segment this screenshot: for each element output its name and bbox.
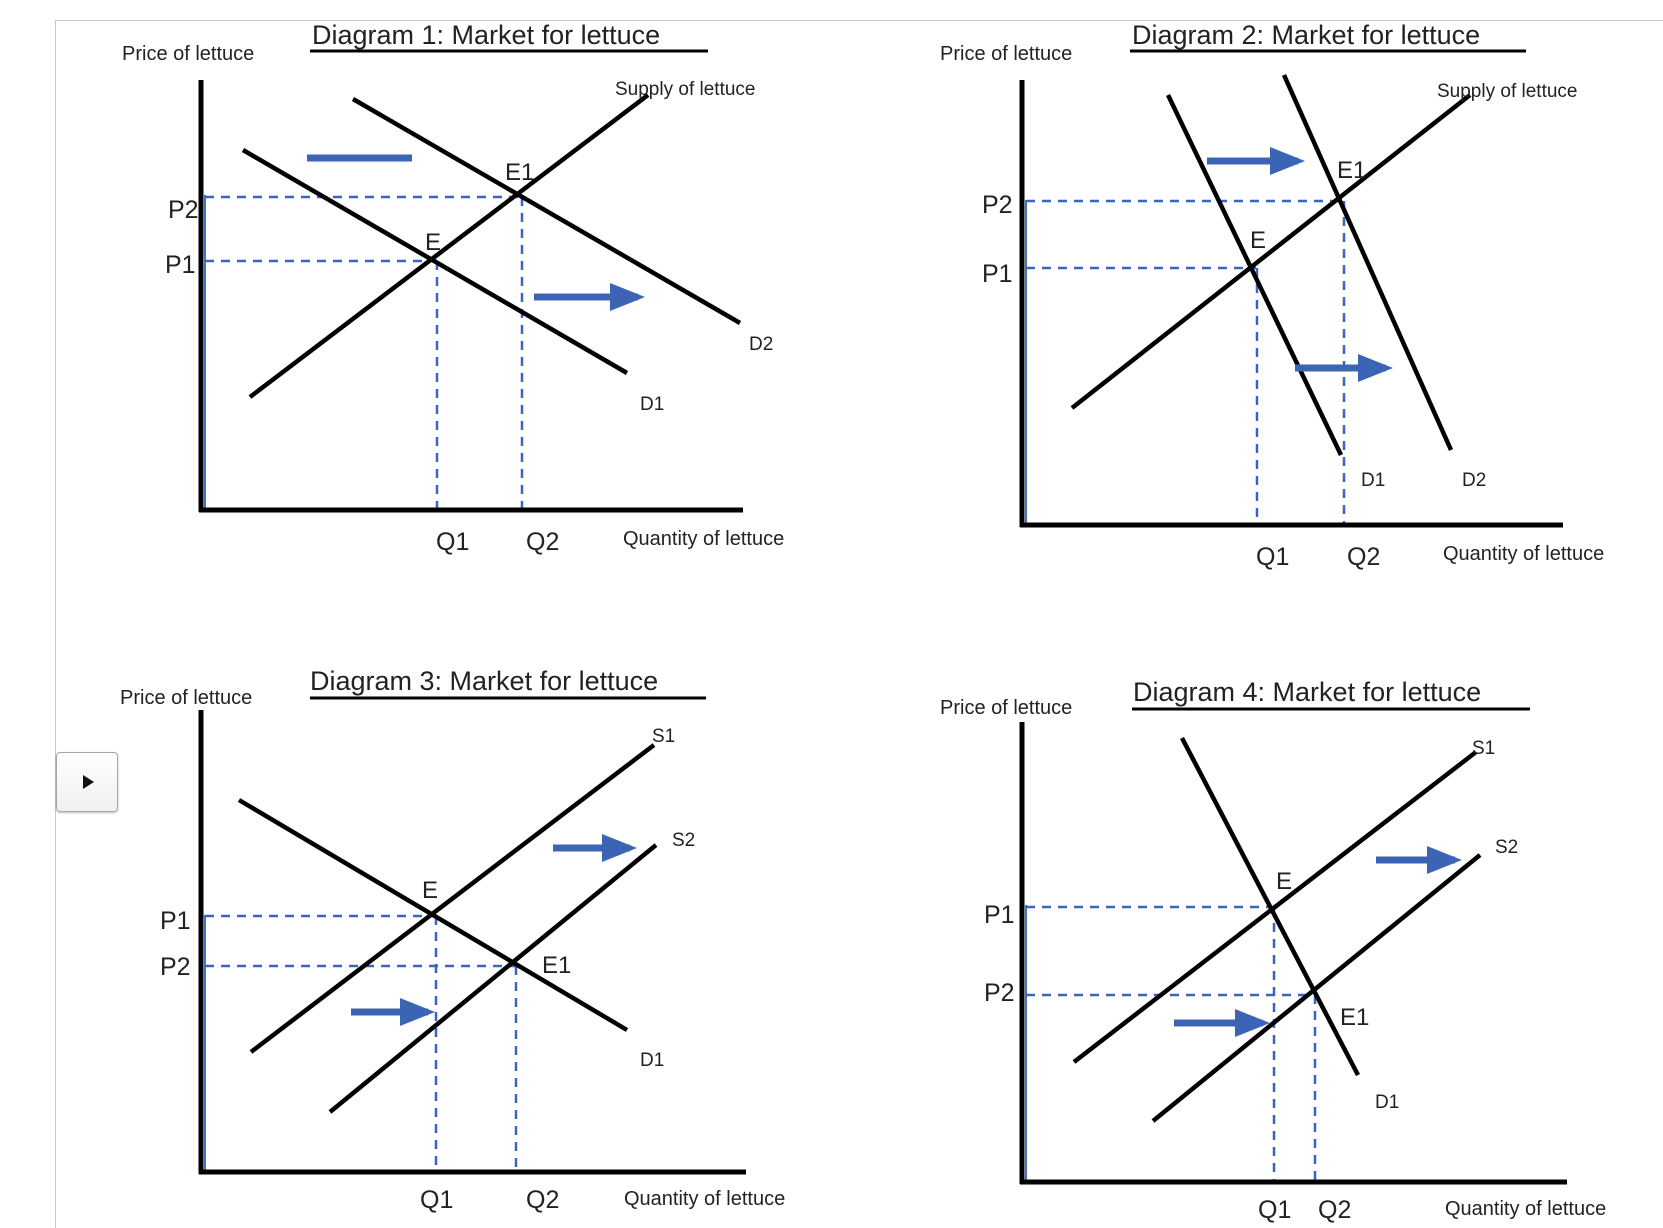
diagram-1-title: Diagram 1: Market for lettuce bbox=[312, 20, 660, 50]
diagram-4: Diagram 4: Market for lettuce Price of l… bbox=[940, 677, 1606, 1224]
diagram-2-point-e: E bbox=[1250, 227, 1266, 254]
diagram-2-point-e1: E1 bbox=[1337, 157, 1366, 184]
diagram-2-d2-label: D2 bbox=[1462, 470, 1486, 491]
diagram-2-quantity-tick-q1: Q1 bbox=[1256, 543, 1289, 571]
diagram-4-x-axis-label: Quantity of lettuce bbox=[1445, 1198, 1606, 1220]
diagram-1-x-axis-label: Quantity of lettuce bbox=[623, 528, 784, 550]
diagram-3-quantity-tick-q2: Q2 bbox=[526, 1186, 559, 1214]
diagram-2-supply-curve bbox=[1070, 93, 1472, 410]
diagram-3-s2-curve bbox=[328, 843, 658, 1114]
diagram-1-d1-label: D1 bbox=[640, 394, 664, 415]
diagram-3-title: Diagram 3: Market for lettuce bbox=[310, 666, 658, 696]
diagram-4-d1-label: D1 bbox=[1375, 1092, 1399, 1113]
diagram-1-quantity-tick-q1: Q1 bbox=[436, 528, 469, 556]
diagram-3-s1-label: S1 bbox=[652, 726, 675, 747]
diagram-1-price-tick-p1: P1 bbox=[165, 251, 196, 279]
diagram-1-supply-label: Supply of lettuce bbox=[615, 79, 755, 100]
diagram-2-d2-curve bbox=[1281, 74, 1454, 451]
diagram-1-d1-curve bbox=[241, 148, 629, 375]
diagram-1-point-e: E bbox=[425, 229, 441, 256]
diagram-4-y-axis-label: Price of lettuce bbox=[940, 697, 1072, 719]
diagram-2-x-axis-label: Quantity of lettuce bbox=[1443, 543, 1604, 565]
diagram-4-s2-curve bbox=[1151, 853, 1482, 1123]
diagram-3-quantity-tick-q1: Q1 bbox=[420, 1186, 453, 1214]
diagram-3-x-axis-label: Quantity of lettuce bbox=[624, 1188, 785, 1210]
diagram-3-y-axis-label: Price of lettuce bbox=[120, 687, 252, 709]
diagram-4-s2-label: S2 bbox=[1495, 837, 1518, 858]
diagram-3-price-tick-p1: P1 bbox=[160, 907, 191, 935]
diagram-2-price-tick-p1: P1 bbox=[982, 260, 1013, 288]
diagram-4-quantity-tick-q2: Q2 bbox=[1318, 1196, 1351, 1224]
diagram-1-supply-curve bbox=[248, 93, 650, 399]
diagram-2-price-tick-p2: P2 bbox=[982, 191, 1013, 219]
diagram-4-title: Diagram 4: Market for lettuce bbox=[1133, 677, 1481, 707]
diagram-2-supply-label: Supply of lettuce bbox=[1437, 81, 1577, 102]
play-button[interactable] bbox=[56, 752, 118, 812]
play-icon bbox=[83, 775, 94, 789]
diagram-3-d1-label: D1 bbox=[640, 1050, 664, 1071]
diagram-3-price-tick-p2: P2 bbox=[160, 953, 191, 981]
diagram-4-point-e: E bbox=[1276, 868, 1292, 895]
diagram-3-s1-curve bbox=[249, 743, 656, 1054]
diagram-2: Diagram 2: Market for lettuce Price of l… bbox=[940, 20, 1604, 571]
diagram-3-point-e: E bbox=[422, 877, 438, 904]
diagram-3: Diagram 3: Market for lettuce Price of l… bbox=[120, 666, 785, 1214]
diagram-1-y-axis-label: Price of lettuce bbox=[122, 43, 254, 65]
diagram-2-d1-label: D1 bbox=[1361, 470, 1385, 491]
diagram-1-point-e1: E1 bbox=[505, 159, 534, 186]
diagram-1-d2-label: D2 bbox=[749, 334, 773, 355]
diagram-3-d1-curve bbox=[237, 798, 629, 1032]
diagram-2-d1-curve bbox=[1165, 94, 1344, 456]
diagram-2-y-axis-label: Price of lettuce bbox=[940, 43, 1072, 65]
diagram-1-d2-curve bbox=[351, 97, 742, 325]
diagram-1-quantity-tick-q2: Q2 bbox=[526, 528, 559, 556]
diagram-2-quantity-tick-q2: Q2 bbox=[1347, 543, 1380, 571]
diagram-3-point-e1: E1 bbox=[542, 952, 571, 979]
diagram-4-point-e1: E1 bbox=[1340, 1004, 1369, 1031]
diagram-3-s2-label: S2 bbox=[672, 830, 695, 851]
diagram-4-s1-label: S1 bbox=[1472, 738, 1495, 759]
diagram-1: Diagram 1: Market for lettuce Price of l… bbox=[122, 20, 784, 556]
diagram-4-price-tick-p2: P2 bbox=[984, 979, 1015, 1007]
diagram-4-d1-curve bbox=[1180, 736, 1360, 1077]
diagram-1-price-tick-p2: P2 bbox=[168, 196, 199, 224]
diagram-4-s1-curve bbox=[1072, 750, 1478, 1064]
content-frame bbox=[55, 20, 1663, 1228]
diagram-4-quantity-tick-q1: Q1 bbox=[1258, 1196, 1291, 1224]
diagram-4-price-tick-p1: P1 bbox=[984, 901, 1015, 929]
diagram-2-title: Diagram 2: Market for lettuce bbox=[1132, 20, 1480, 50]
